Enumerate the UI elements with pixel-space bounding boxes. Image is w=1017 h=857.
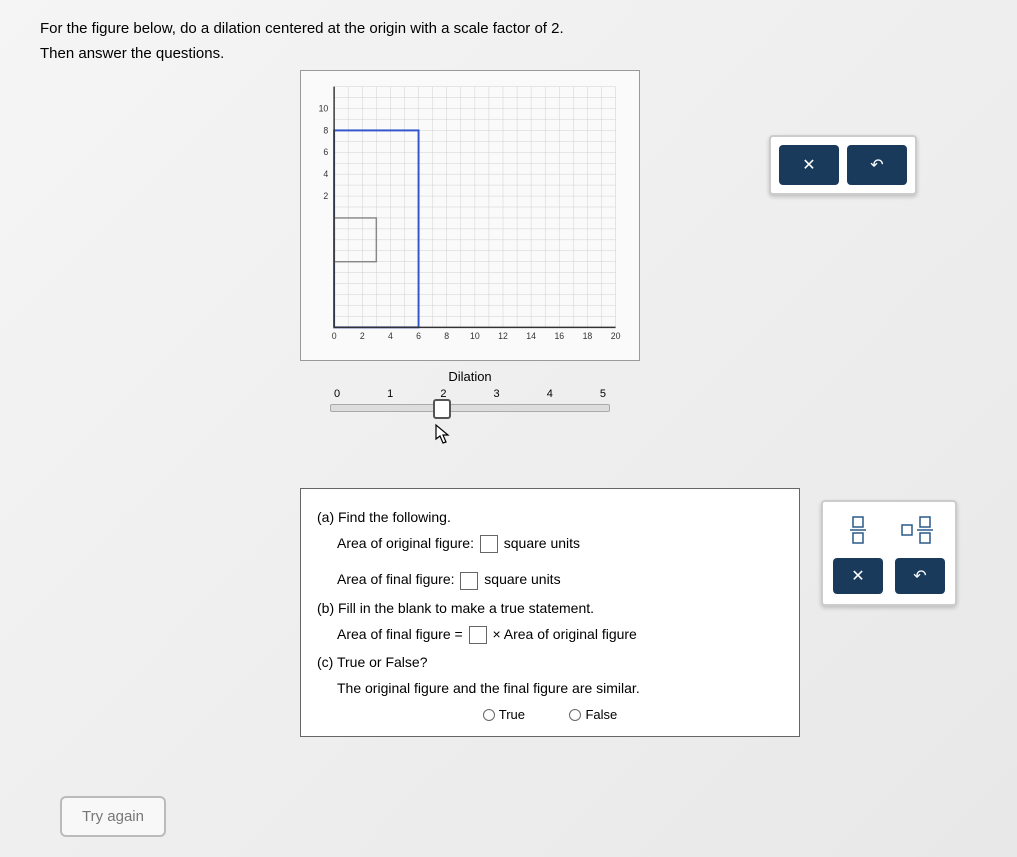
cursor-icon [432,423,452,452]
answer-panel: (a) Find the following. Area of original… [300,488,800,737]
dilation-slider[interactable]: 012345 [330,388,610,418]
fraction-button[interactable] [833,512,883,548]
svg-text:4: 4 [388,331,393,341]
question-line1: For the figure below, do a dilation cent… [40,20,977,37]
scale-factor-input[interactable] [469,626,487,644]
svg-text:16: 16 [554,331,564,341]
svg-text:0: 0 [332,331,337,341]
svg-text:6: 6 [416,331,421,341]
svg-text:4: 4 [323,169,328,179]
svg-text:14: 14 [526,331,536,341]
radio-icon [483,709,495,721]
try-again-button[interactable]: Try again [60,796,166,837]
slider-thumb[interactable] [433,399,451,419]
graph-container[interactable]: 0 2 4 6 8 10 12 14 16 18 20 2 4 6 8 10 [300,70,640,361]
close-button[interactable]: ✕ [779,145,839,185]
question-line2: Then answer the questions. [40,45,977,62]
svg-text:10: 10 [470,331,480,341]
svg-text:8: 8 [323,125,328,135]
svg-text:6: 6 [323,147,328,157]
svg-text:18: 18 [583,331,593,341]
graph-toolbox: ✕ ↶ [769,135,917,195]
slider-label: Dilation [300,369,640,384]
undo-button[interactable]: ↶ [847,145,907,185]
svg-text:2: 2 [323,191,328,201]
part-a-label: (a) Find the following. [317,509,783,525]
eq-right: × Area of original figure [492,626,636,642]
input-toolbox: ✕ ↶ [821,500,957,606]
area-final-input[interactable] [460,572,478,590]
part-b-label: (b) Fill in the blank to make a true sta… [317,600,783,616]
svg-text:8: 8 [444,331,449,341]
close-button-2[interactable]: ✕ [833,558,883,594]
mixed-fraction-button[interactable] [895,512,945,548]
undo-button-2[interactable]: ↶ [895,558,945,594]
svg-text:20: 20 [611,331,621,341]
svg-text:12: 12 [498,331,508,341]
area-final-label: Area of final figure: [337,571,455,587]
false-option[interactable]: False [569,707,617,722]
area-original-input[interactable] [480,535,498,553]
coordinate-grid: 0 2 4 6 8 10 12 14 16 18 20 2 4 6 8 10 [305,75,635,356]
true-option[interactable]: True [483,707,525,722]
svg-text:10: 10 [319,103,329,113]
units-label: square units [504,535,580,551]
part-c-label: (c) True or False? [317,654,783,670]
radio-icon [569,709,581,721]
area-original-label: Area of original figure: [337,535,474,551]
part-c-text: The original figure and the final figure… [317,680,783,696]
eq-left: Area of final figure = [337,626,463,642]
svg-text:2: 2 [360,331,365,341]
units-label: square units [484,571,560,587]
